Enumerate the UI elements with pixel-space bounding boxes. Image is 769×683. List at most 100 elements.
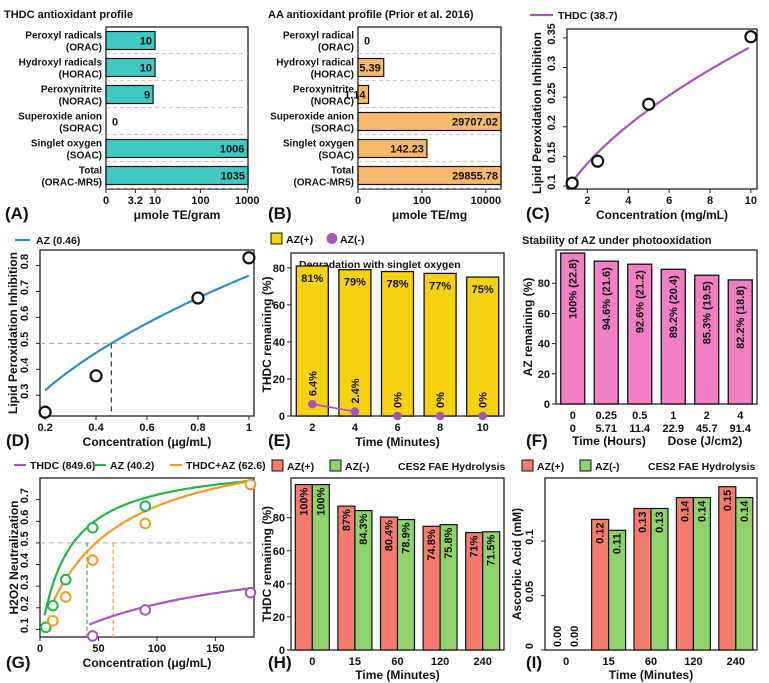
legend-swatch xyxy=(326,233,338,244)
bar xyxy=(357,138,428,159)
category-label: (ORAC-MR5) xyxy=(293,178,354,189)
chart-title: Stability of AZ under photooxidation xyxy=(522,235,712,247)
legend-swatch xyxy=(270,232,283,245)
category-label: Total xyxy=(79,166,102,177)
dose-tick-label: 5.71 xyxy=(596,423,617,435)
x-tick-label: 100 xyxy=(191,195,209,207)
category-label: Singlet oxygen xyxy=(283,139,354,150)
legend-label: AZ(+) xyxy=(286,234,313,246)
category-label: (ORAC-MR5) xyxy=(41,178,102,189)
bar xyxy=(357,84,370,105)
x-tick-label: 8 xyxy=(707,195,713,207)
y-tick-label: 0.3 xyxy=(546,56,558,71)
y-tick-label: 20 xyxy=(538,369,550,381)
bar-value-label: 10 xyxy=(140,36,152,48)
y-tick-label: 20 xyxy=(273,612,285,624)
y-tick-label: 80 xyxy=(538,278,550,290)
x-tick-label: 240 xyxy=(727,656,745,668)
chart-title: AA antioxidant profile (Prior et al. 201… xyxy=(268,9,474,21)
panel-label: (E) xyxy=(268,431,291,450)
y-tick-label: 0.4 xyxy=(19,552,31,568)
category-label: Total xyxy=(331,166,354,177)
y-axis-label: Lipid Peroxidation Inhibition xyxy=(530,32,544,194)
dose-tick-label: 91.4 xyxy=(730,423,752,435)
plot-frame xyxy=(39,249,255,417)
fit-curve-thdc xyxy=(88,587,251,626)
x-tick-label: 50 xyxy=(92,643,104,655)
x-tick-label: 6 xyxy=(666,195,672,207)
y-tick-label: 40 xyxy=(538,339,550,351)
legend-label: AZ(-) xyxy=(345,461,370,473)
plot-frame xyxy=(357,26,502,190)
legend-label: THDC (849.6) xyxy=(30,460,95,472)
x-tick-label: 240 xyxy=(474,656,492,668)
x-tick-label: 0.6 xyxy=(139,422,154,434)
bar-value-label: 0.11 xyxy=(612,533,624,554)
x-axis-label: Time (Minutes) xyxy=(355,668,439,682)
x-tick-label: 120 xyxy=(431,656,449,668)
x-tick-label: 0.8 xyxy=(190,422,205,434)
chart-title: THDC antioxidant profile xyxy=(4,9,133,21)
data-point xyxy=(350,407,360,416)
bar-value-label: 77% xyxy=(429,280,451,292)
panel-label: (F) xyxy=(526,431,548,450)
y-tick-label: 0 xyxy=(279,411,285,423)
y-tick-label: 0.4 xyxy=(19,357,31,373)
panel-label: (G) xyxy=(6,653,31,672)
y-tick-label: 0.25 xyxy=(546,82,558,103)
bar-value-label: 0.14 xyxy=(739,500,751,522)
bar-value-label: 94.6% (21.6) xyxy=(601,267,613,330)
data-point xyxy=(308,399,317,409)
bar xyxy=(105,57,156,78)
series-label: 0% xyxy=(393,392,405,408)
x-tick-label: 10 xyxy=(477,422,489,434)
bar-value-label: 100% (22.8) xyxy=(568,259,580,319)
y-axis-label: Ascorbic Acid (mM) xyxy=(510,508,524,620)
panel-label: (H) xyxy=(268,653,292,672)
x-axis-label: Time (Minutes) xyxy=(355,435,439,449)
x-tick-label: 3.2 xyxy=(128,195,143,207)
legend-label: THDC (38.7) xyxy=(558,10,618,22)
bar xyxy=(439,524,458,651)
fit-curve-combo xyxy=(49,480,250,608)
y-tick-label: 0 xyxy=(544,399,550,411)
x-axis-label: Concentration (mg/mL) xyxy=(596,208,728,222)
y-tick-label: 0.7 xyxy=(19,280,31,295)
y-tick-label: 40 xyxy=(273,337,285,349)
x-tick-label: 0.5 xyxy=(632,410,647,422)
x-tick-label: 1 xyxy=(670,410,676,422)
panel-label: (B) xyxy=(268,204,292,223)
data-point xyxy=(139,500,152,512)
y-tick-label: 0.7 xyxy=(19,488,31,503)
bar xyxy=(692,496,712,651)
bar xyxy=(357,165,502,186)
x-tick-label: 100 xyxy=(148,643,166,655)
y-tick-label: 0.15 xyxy=(546,142,558,163)
bar xyxy=(607,529,627,651)
bar xyxy=(560,252,586,405)
y-tick-label: 0.8 xyxy=(19,254,31,269)
y-axis-label: Lipid Peroxidation Inhibition xyxy=(6,252,20,414)
bar-value-label: 78% xyxy=(386,279,408,291)
data-point xyxy=(244,478,257,491)
y-tick-label: 0.35 xyxy=(546,23,558,44)
bar-value-label: 5.39 xyxy=(359,63,380,75)
bar-value-label: 84.3% xyxy=(358,513,370,544)
plot-frame xyxy=(555,249,758,405)
category-label: (NORAC) xyxy=(59,97,102,108)
legend-label: AZ(-) xyxy=(595,461,620,473)
category-label: (HORAC) xyxy=(311,70,354,81)
bar xyxy=(627,263,653,405)
bar xyxy=(105,30,156,51)
bar-value-label: 1035 xyxy=(221,171,245,183)
bar xyxy=(482,531,501,651)
dose-tick-label: 0 xyxy=(570,423,576,435)
x-tick-label: 0.4 xyxy=(88,422,104,434)
bar xyxy=(105,138,249,159)
x-tick-label: 10 xyxy=(149,195,161,207)
bar xyxy=(357,111,502,132)
data-point xyxy=(86,521,99,534)
category-label: Superoxide anion xyxy=(18,112,102,123)
bar-value-label: 1006 xyxy=(220,144,244,156)
